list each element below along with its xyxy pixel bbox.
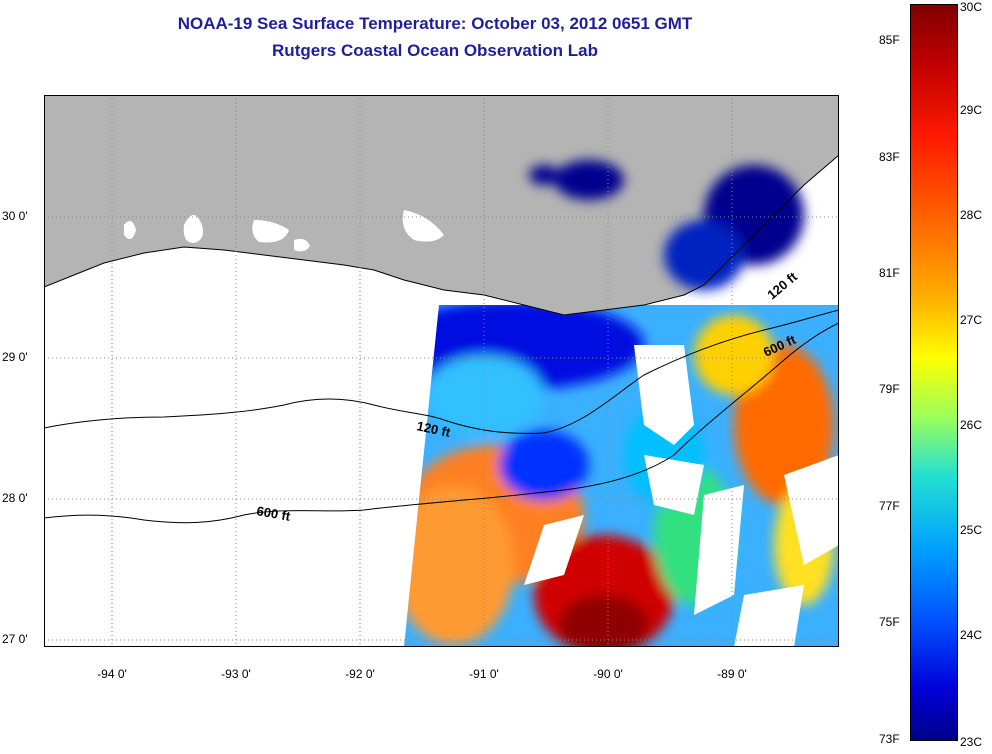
colorbar-c-27: 27C (960, 313, 983, 327)
sst-swath (404, 305, 839, 647)
lon-label-92: -92 0' (345, 667, 375, 681)
lat-label-29: 29 0' (2, 350, 28, 364)
contour-600ft (43, 322, 840, 524)
colorbar-c-23: 23C (960, 735, 983, 749)
colorbar-c-28: 28C (960, 208, 983, 222)
map-title: NOAA-19 Sea Surface Temperature: October… (177, 14, 693, 33)
contour-120ft (43, 309, 840, 434)
colorbar-f-81: 81F (879, 266, 900, 280)
colorbar-f-79: 79F (879, 382, 900, 396)
colorbar-f-75: 75F (879, 615, 900, 629)
colorbar-c-30: 30C (960, 0, 983, 14)
lon-label-91: -91 0' (469, 667, 499, 681)
contour-label-120ft: 120 ft (415, 418, 452, 440)
inland-water (529, 160, 804, 290)
colorbar-f-77: 77F (879, 499, 900, 513)
colorbar-c-26: 26C (960, 418, 983, 432)
lat-label-28: 28 0' (2, 491, 28, 505)
sst-map-canvas: 120 ft 600 ft 120 ft 600 ft (43, 95, 840, 647)
coastline (43, 154, 840, 316)
lon-label-93: -93 0' (221, 667, 251, 681)
colorbar-f-85: 85F (879, 33, 900, 47)
lat-label-27: 27 0' (2, 632, 28, 646)
lakes (124, 210, 444, 252)
contour-label-600ft: 600 ft (255, 503, 292, 524)
map-frame (44, 95, 839, 647)
graticule (44, 95, 839, 647)
colorbar-c-24: 24C (960, 628, 983, 642)
land-mass (44, 95, 839, 315)
sst-map: 120 ft 600 ft 120 ft 600 ft (43, 95, 840, 647)
lon-label-90: -90 0' (593, 667, 623, 681)
colorbar-f-73: 73F (879, 732, 900, 746)
colorbar-c-29: 29C (960, 103, 983, 117)
temperature-colorbar (910, 4, 958, 741)
colorbar-c-25: 25C (960, 523, 983, 537)
lon-label-89: -89 0' (717, 667, 747, 681)
lat-label-30: 30 0' (2, 209, 28, 223)
lon-label-94: -94 0' (97, 667, 127, 681)
map-subtitle: Rutgers Coastal Ocean Observation Lab (272, 41, 598, 60)
colorbar-f-83: 83F (879, 150, 900, 164)
